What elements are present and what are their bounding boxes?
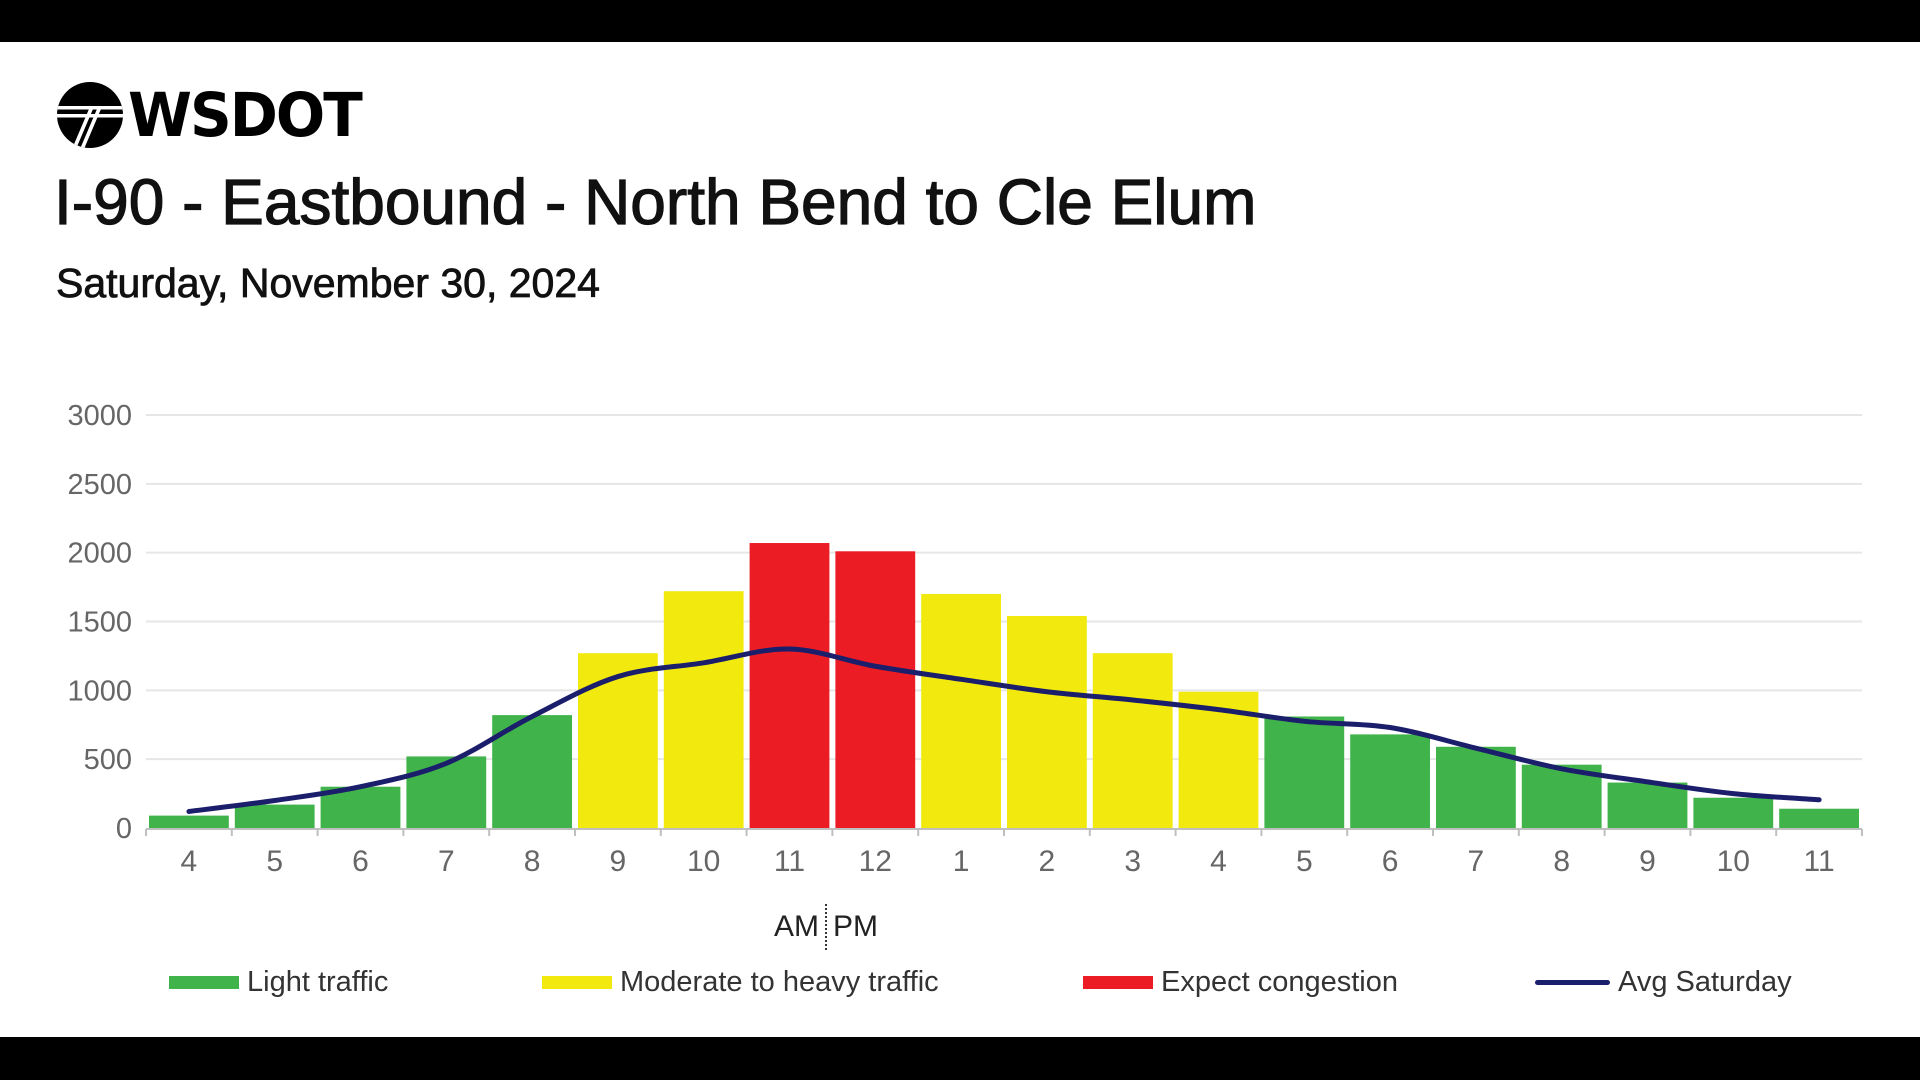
x-tick-label: 11: [774, 845, 805, 878]
y-tick-label: 1500: [67, 607, 132, 639]
bar-moderate: [663, 591, 744, 828]
legend-swatch-yellow-icon: [542, 975, 612, 989]
x-tick-label: 9: [1639, 845, 1656, 878]
bar-light: [1264, 716, 1345, 828]
legend-label: Moderate to heavy traffic: [620, 965, 939, 998]
y-tick-label: 1000: [67, 675, 132, 707]
letterbox-top: [0, 0, 1920, 42]
am-pm-divider: [825, 904, 827, 950]
bar-moderate: [1092, 653, 1173, 828]
am-pm-label: AM PM: [774, 904, 878, 950]
y-tick-label: 3000: [67, 400, 132, 432]
bar-light: [1607, 782, 1688, 828]
x-tick-label: 4: [1210, 845, 1227, 878]
page-subtitle: Saturday, November 30, 2024: [56, 260, 601, 306]
x-tick-label: 7: [1468, 845, 1485, 878]
x-tick-label: 1: [953, 845, 970, 878]
avg-saturday-line: [186, 646, 1822, 814]
x-tick-label: 6: [1382, 845, 1399, 878]
x-tick-label: 5: [1296, 845, 1313, 878]
legend-item-moderate: Moderate to heavy traffic: [542, 962, 939, 1002]
x-tick-label: 8: [524, 845, 541, 878]
bar-light: [1779, 808, 1859, 828]
x-tick-label: 6: [352, 845, 369, 878]
x-tick-label: 9: [610, 845, 627, 878]
legend-swatch-green-icon: [169, 975, 239, 989]
bar-congestion: [835, 551, 916, 828]
bar-light: [234, 804, 315, 828]
wsdot-emblem-icon: [56, 82, 123, 148]
am-label: AM: [774, 910, 819, 943]
bar-light: [1436, 746, 1516, 828]
y-tick-label: 500: [84, 744, 132, 776]
y-tick-label: 0: [116, 813, 132, 845]
legend-label: Expect congestion: [1161, 965, 1398, 998]
x-tick-label: 10: [1717, 845, 1750, 878]
chart-legend: Light traffic Moderate to heavy traffic …: [0, 962, 1920, 1002]
x-tick-label: 12: [859, 845, 892, 878]
x-tick-label: 7: [438, 845, 455, 878]
bar-light: [1350, 734, 1430, 828]
chart-canvas: [0, 42, 1920, 1037]
pm-label: PM: [833, 910, 878, 943]
wsdot-logo: WSDOT: [56, 79, 363, 151]
logo-text: WSDOT: [128, 79, 363, 151]
x-tick-label: 4: [181, 845, 198, 878]
legend-line-navy-icon: [1535, 979, 1610, 985]
legend-item-congestion: Expect congestion: [1083, 962, 1398, 1002]
legend-label: Avg Saturday: [1618, 965, 1792, 998]
x-tick-label: 10: [687, 845, 720, 878]
x-tick-label: 3: [1124, 845, 1141, 878]
bar-light: [1693, 797, 1774, 828]
x-tick-label: 5: [266, 845, 283, 878]
x-tick-label: 11: [1804, 845, 1835, 878]
legend-item-avg: Avg Saturday: [1535, 962, 1792, 1002]
bar-congestion: [749, 543, 830, 828]
bar-moderate: [921, 593, 1001, 828]
bar-moderate: [578, 653, 658, 828]
bar-moderate: [1007, 615, 1087, 828]
y-tick-label: 2000: [67, 538, 132, 570]
legend-label: Light traffic: [247, 965, 389, 998]
x-tick-label: 2: [1039, 845, 1056, 878]
y-tick-label: 2500: [67, 469, 132, 501]
letterbox-bottom: [0, 1037, 1920, 1080]
bar-light: [406, 756, 487, 828]
x-tick-label: 8: [1553, 845, 1570, 878]
legend-swatch-red-icon: [1083, 975, 1153, 989]
page-title: I-90 - Eastbound - North Bend to Cle Elu…: [53, 166, 1257, 238]
legend-item-light: Light traffic: [169, 962, 388, 1002]
bar-light: [149, 815, 229, 828]
